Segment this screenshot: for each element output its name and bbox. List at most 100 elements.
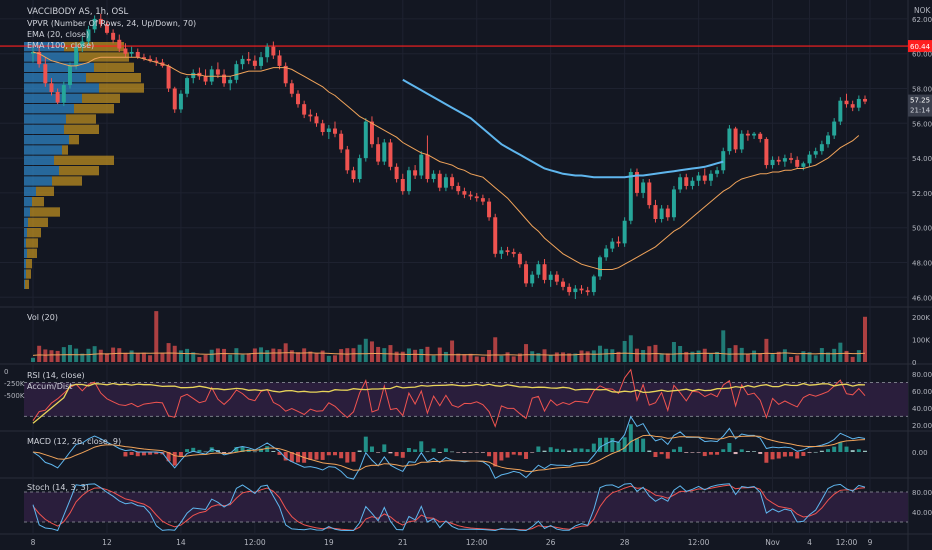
candle-body: [795, 159, 800, 167]
macd-histogram-bar: [283, 452, 288, 461]
vpvr-label[interactable]: VPVR (Number Of Rows, 24, Up/Down, 70): [27, 19, 197, 28]
volume-bar: [160, 352, 165, 362]
volume-bar: [67, 344, 72, 362]
candle-body: [388, 142, 393, 167]
macd-histogram-bar: [758, 452, 763, 454]
volume-bar: [265, 350, 270, 362]
candle-body: [31, 51, 35, 54]
volume-bar: [739, 347, 744, 362]
macd-histogram-bar: [265, 446, 270, 452]
macd-histogram-bar: [819, 450, 824, 452]
volume-bar: [511, 356, 516, 362]
candle-body: [296, 93, 300, 105]
volume-bar: [252, 348, 257, 362]
volume-bar: [228, 354, 233, 362]
vpvr-bar-up: [24, 197, 32, 207]
ema100-label[interactable]: EMA (100, close): [27, 41, 95, 50]
candle-body: [745, 133, 750, 136]
volume-bar: [215, 348, 220, 362]
price-tick-label: 56.00: [912, 120, 932, 128]
macd-histogram-bar: [844, 446, 849, 452]
macd-histogram-bar: [616, 442, 621, 452]
vpvr-bar-down: [94, 62, 134, 72]
volume-bar: [493, 337, 498, 362]
volume-bar: [573, 353, 578, 362]
candle-body: [770, 159, 775, 166]
volume-label[interactable]: Vol (20): [27, 313, 58, 322]
macd-histogram-bar: [622, 437, 627, 452]
volume-bar: [844, 350, 849, 362]
volume-bar: [394, 351, 399, 362]
vpvr-bar-up: [24, 135, 69, 145]
volume-bar: [591, 350, 596, 362]
candle-body: [517, 253, 522, 265]
candle-body: [863, 98, 867, 102]
x-tick-label: 9: [868, 538, 873, 547]
candle-body: [462, 191, 467, 195]
macd-histogram-bar: [727, 443, 732, 452]
macd-histogram-bar: [567, 450, 572, 452]
macd-histogram-bar: [382, 444, 387, 452]
macd-label[interactable]: MACD (12, 26, close, 9): [27, 437, 122, 446]
macd-histogram-bar: [628, 424, 633, 452]
ema20-label[interactable]: EMA (20, close): [27, 30, 90, 39]
volume-bar: [789, 356, 794, 362]
candle-body: [215, 69, 220, 75]
macd-histogram-bar: [493, 452, 498, 467]
candles[interactable]: [31, 13, 867, 300]
rsi-label[interactable]: RSI (14, close): [27, 371, 85, 380]
vpvr-bar-up: [24, 104, 74, 114]
volume-bar: [745, 354, 750, 362]
volume-bar: [641, 349, 646, 362]
stoch-tick-label: 80.00: [912, 489, 932, 497]
volume-bar: [197, 357, 202, 362]
vpvr-bar-down: [27, 228, 41, 238]
candle-body: [493, 217, 498, 254]
x-tick-label: 19: [324, 538, 334, 547]
macd-histogram-bar: [178, 452, 183, 457]
candle-body: [209, 69, 214, 82]
candle-body: [776, 159, 781, 162]
volume-bar: [74, 348, 79, 362]
volume-bar: [320, 350, 325, 362]
candle-body: [567, 286, 572, 293]
macd-histogram-bar: [345, 452, 350, 463]
x-tick-label: 12:00: [466, 538, 488, 547]
macd-histogram-bar: [801, 452, 806, 456]
macd-histogram-bar: [598, 437, 602, 452]
candle-body: [289, 83, 294, 94]
macd-histogram-bar: [499, 452, 504, 461]
x-tick-label: 4: [807, 538, 812, 547]
candle-body: [739, 133, 744, 150]
macd-histogram-bar: [191, 447, 196, 452]
stoch-label[interactable]: Stoch (14, 3, 3): [27, 483, 89, 492]
macd-histogram-bar: [604, 437, 609, 452]
candle-body: [789, 158, 794, 160]
candle-body: [135, 51, 140, 58]
volume-bar: [665, 353, 670, 362]
macd-histogram-bar: [320, 452, 325, 460]
vpvr-bar-up: [24, 93, 82, 103]
volume-bar: [185, 348, 190, 362]
macd-histogram-bar: [413, 449, 418, 452]
accum-dist-label[interactable]: Accum/Dist: [27, 382, 73, 391]
vpvr-bar-up: [24, 217, 28, 227]
macd-histogram-bar: [474, 452, 479, 453]
macd-histogram-bar: [357, 450, 362, 452]
vpvr-bar-down: [32, 197, 44, 207]
volume-bar: [240, 354, 245, 362]
rsi-tick-label: 40.00: [912, 405, 932, 413]
currency-label: NOK: [914, 6, 932, 15]
candle-body: [641, 182, 646, 193]
volume-bar: [542, 349, 547, 362]
x-tick-label: 8: [31, 538, 36, 547]
volume-bar: [191, 352, 196, 362]
candle-body: [511, 252, 516, 254]
vpvr-bar-down: [30, 207, 60, 217]
volume-bar: [363, 338, 368, 362]
vpvr-bar-down: [26, 259, 32, 269]
macd-histogram-bar: [271, 451, 276, 452]
volume-bar: [111, 347, 116, 362]
candle-body: [308, 114, 313, 117]
